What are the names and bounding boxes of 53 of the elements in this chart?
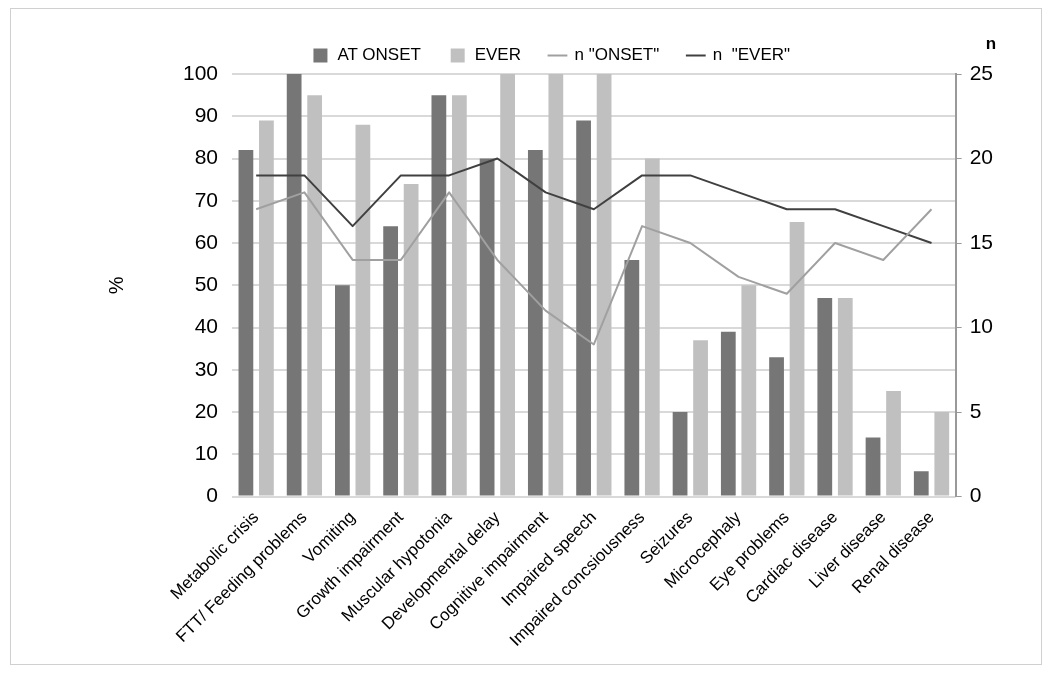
bar: [934, 412, 950, 496]
bar: [355, 124, 371, 496]
bar: [720, 331, 736, 496]
bar: [431, 95, 447, 496]
y-tick-label: 40: [194, 314, 219, 338]
bar: [307, 95, 323, 496]
y2-tick-label: 5: [969, 398, 982, 422]
legend-label: EVER: [474, 45, 521, 65]
y-tick-label: 20: [194, 398, 219, 422]
bar: [548, 74, 564, 496]
bar: [624, 259, 640, 496]
bar: [886, 390, 901, 496]
y2-tick-label: 0: [969, 483, 982, 507]
bar: [644, 158, 660, 496]
bar: [527, 150, 543, 496]
bar: [576, 120, 591, 496]
bar: [741, 285, 757, 496]
bar: [451, 95, 467, 496]
y-tick-label: 90: [194, 103, 219, 127]
bar: [335, 285, 350, 496]
y2-tick-label: 10: [969, 314, 993, 338]
y2-axis-title: n: [985, 33, 997, 53]
y2-tick-label: 20: [969, 145, 993, 169]
bar: [383, 226, 399, 496]
y-tick-label: 10: [194, 441, 219, 465]
bar: [672, 412, 688, 496]
y-tick-label: 80: [194, 145, 219, 169]
bar: [403, 183, 419, 496]
bar: [837, 297, 853, 496]
bar: [913, 471, 929, 496]
bar: [789, 221, 805, 496]
y-tick-label: 60: [194, 229, 219, 253]
legend-label: n "ONSET": [574, 45, 660, 65]
bar: [479, 158, 495, 496]
y-tick-label: 30: [194, 356, 219, 380]
bar: [500, 74, 515, 496]
y-tick-label: 50: [194, 272, 219, 296]
bar: [259, 120, 274, 496]
bar: [769, 357, 784, 496]
y-axis-title: %: [104, 276, 127, 295]
y-tick-label: 0: [206, 483, 219, 507]
bar: [286, 74, 302, 496]
bar: [693, 340, 708, 496]
bar: [817, 297, 833, 496]
y2-tick-label: 15: [969, 229, 993, 253]
legend-label: n "EVER": [712, 45, 791, 65]
bar: [596, 74, 612, 496]
legend-label: AT ONSET: [337, 45, 421, 65]
y-tick-label: 70: [194, 187, 219, 211]
bar: [238, 150, 254, 496]
y-tick-label: 100: [182, 60, 219, 84]
y2-tick-label: 25: [969, 60, 993, 84]
bar: [865, 437, 881, 496]
